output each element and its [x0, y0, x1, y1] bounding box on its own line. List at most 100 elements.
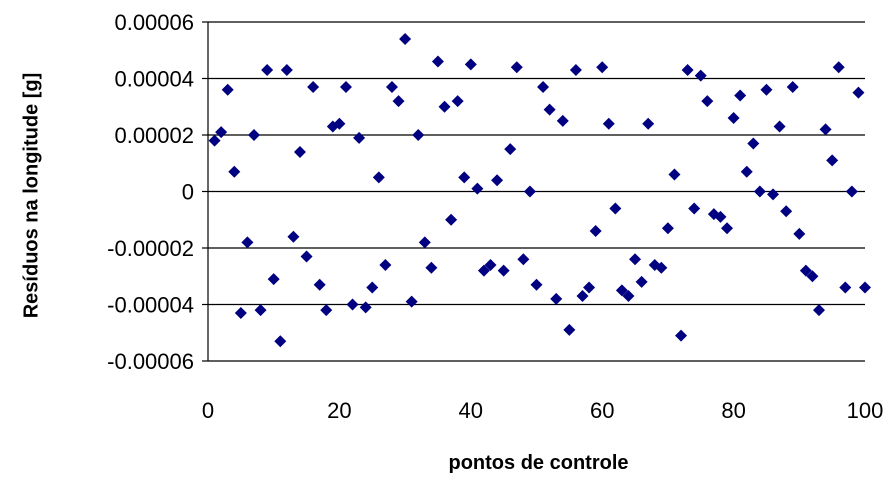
data-point: [753, 185, 766, 198]
data-point: [550, 292, 563, 305]
data-point: [517, 253, 530, 266]
data-point: [681, 64, 694, 77]
data-point: [747, 137, 760, 150]
gridlines: [208, 21, 865, 362]
data-point: [293, 145, 306, 158]
data-point: [799, 264, 812, 277]
data-point: [399, 32, 412, 45]
x-tick-label: 80: [721, 398, 745, 423]
data-point: [418, 236, 431, 249]
x-tick-label: 100: [847, 398, 884, 423]
data-point: [464, 58, 477, 71]
data-point: [504, 143, 517, 156]
data-point: [451, 95, 464, 108]
data-point: [339, 80, 352, 93]
data-point: [721, 222, 734, 235]
data-point: [661, 222, 674, 235]
data-point: [813, 304, 826, 317]
data-point: [254, 304, 267, 317]
y-tick-marks: [202, 21, 208, 362]
data-point: [234, 306, 247, 319]
data-point: [642, 117, 655, 130]
data-point: [622, 290, 635, 303]
data-point: [780, 205, 793, 218]
data-point: [379, 258, 392, 271]
data-point: [208, 134, 221, 147]
data-point: [497, 264, 510, 277]
x-tick-label: 0: [202, 398, 214, 423]
data-point: [280, 64, 293, 77]
data-point: [629, 253, 642, 266]
y-tick-label: 0.00006: [114, 10, 194, 35]
data-point: [320, 304, 333, 317]
data-point: [346, 298, 359, 311]
data-point: [740, 165, 753, 178]
data-point: [247, 129, 260, 141]
data-point: [313, 278, 326, 291]
data-point: [773, 120, 786, 133]
data-point: [602, 117, 615, 130]
data-point: [635, 275, 648, 288]
data-point: [221, 83, 234, 96]
x-tick-label: 40: [459, 398, 483, 423]
data-point: [385, 80, 398, 93]
axes: [202, 21, 209, 362]
data-point: [458, 171, 471, 184]
y-tick-labels: 0.00006 0.00004 0.00002 0 -0.00002 -0.00004 -0…: [107, 10, 194, 374]
data-point: [609, 202, 622, 215]
data-point: [793, 227, 806, 240]
x-axis-title: pontos de controle: [449, 452, 629, 474]
data-point: [760, 83, 773, 96]
data-point: [832, 61, 845, 74]
data-point: [241, 236, 254, 249]
data-point: [267, 273, 280, 286]
data-point: [412, 129, 425, 141]
data-point: [615, 284, 628, 297]
data-point: [300, 250, 313, 263]
data-point: [589, 225, 602, 238]
data-point: [596, 61, 609, 74]
data-point: [484, 258, 497, 271]
data-point: [688, 202, 701, 215]
data-point: [523, 185, 536, 198]
y-axis-title: Resíduos na longitude [g]: [20, 73, 42, 319]
data-point: [431, 55, 444, 68]
x-tick-label: 20: [327, 398, 351, 423]
data-point: [445, 213, 458, 226]
data-point: [261, 64, 274, 77]
data-point: [307, 80, 320, 93]
data-point: [701, 95, 714, 108]
data-point: [392, 95, 405, 108]
data-point: [839, 281, 852, 294]
data-point: [537, 80, 550, 93]
data-point: [510, 61, 523, 74]
data-point: [826, 154, 839, 167]
data-point: [556, 114, 569, 127]
data-points: [208, 32, 871, 348]
y-tick-label: -0.00006: [107, 349, 194, 374]
data-point: [471, 182, 484, 195]
data-point: [694, 69, 707, 82]
data-point: [675, 329, 688, 342]
y-tick-label: 0.00004: [114, 67, 194, 92]
y-tick-label: 0.00002: [114, 123, 194, 148]
data-point: [668, 168, 681, 181]
data-point: [491, 174, 504, 187]
data-point: [438, 100, 451, 113]
data-point: [530, 278, 543, 291]
x-tick-labels: 0 20 40 60 80 100: [202, 398, 883, 423]
y-tick-label: -0.00004: [107, 293, 194, 318]
data-point: [405, 295, 418, 308]
data-point: [543, 103, 556, 116]
data-point: [583, 281, 596, 294]
data-point: [287, 230, 300, 243]
y-tick-label: -0.00002: [107, 236, 194, 261]
data-point: [215, 126, 228, 139]
data-point: [372, 171, 385, 184]
data-point: [569, 64, 582, 77]
data-point: [734, 89, 747, 102]
data-point: [767, 188, 780, 201]
data-point: [806, 270, 819, 283]
data-point: [353, 131, 366, 144]
